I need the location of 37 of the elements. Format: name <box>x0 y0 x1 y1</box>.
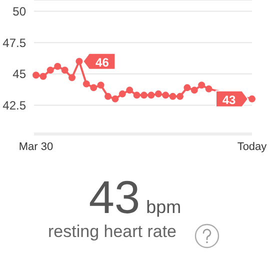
point <box>169 92 176 100</box>
point <box>140 92 148 99</box>
point <box>46 66 54 74</box>
point <box>97 82 104 89</box>
point <box>126 86 134 94</box>
point <box>248 95 256 102</box>
data-label: 43 <box>222 92 236 107</box>
point <box>82 80 90 88</box>
y-tick-label: 42.5 <box>2 98 26 112</box>
point <box>162 92 170 99</box>
point <box>198 82 206 89</box>
y-tick-label: 45 <box>12 67 26 82</box>
text: bpm <box>146 197 182 217</box>
point <box>205 85 212 92</box>
point <box>133 92 140 99</box>
point <box>90 84 98 92</box>
text: resting heart rate <box>48 222 177 242</box>
point <box>61 66 68 74</box>
x-tick-label: Mar 30 <box>18 140 54 153</box>
point <box>112 95 119 102</box>
y-tick-label: 47.5 <box>2 36 26 50</box>
point <box>104 92 112 100</box>
point <box>32 72 40 79</box>
point <box>118 90 126 98</box>
text: 43 <box>88 171 140 223</box>
point <box>76 58 83 65</box>
point <box>54 62 62 70</box>
point <box>154 90 162 98</box>
data-label: 46 <box>96 55 110 70</box>
point <box>184 84 191 92</box>
point <box>176 92 184 100</box>
y-tick-label: 50 <box>12 4 26 19</box>
x-tick-label: Today <box>237 140 268 153</box>
point <box>68 74 76 82</box>
point <box>40 72 47 80</box>
point <box>148 92 155 99</box>
point <box>190 86 198 94</box>
